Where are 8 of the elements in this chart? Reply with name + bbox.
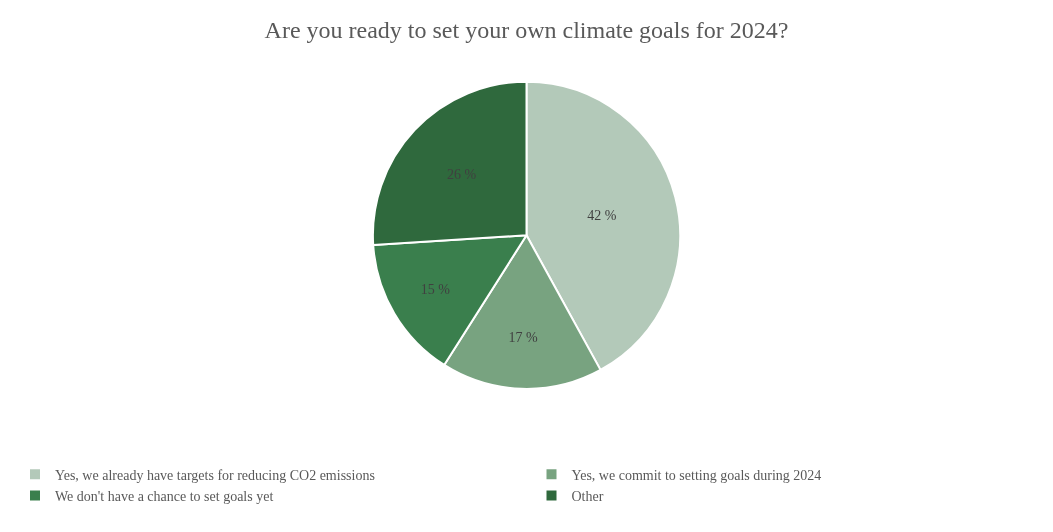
data-label: 15 % — [420, 281, 451, 297]
chart-title: Are you ready to set your own climate goals for 2024? — [264, 17, 789, 44]
data-label: 17 % — [508, 329, 539, 345]
legend-label: Yes, we already have targets for reducing CO2 emissions — [55, 467, 375, 483]
data-label: 42 % — [587, 208, 617, 224]
legend-label: We don't have a chance to set goals yet — [55, 489, 274, 505]
legend-label: Other — [571, 489, 604, 505]
legend-label: Yes, we commit to setting goals during 2024 — [571, 467, 822, 483]
